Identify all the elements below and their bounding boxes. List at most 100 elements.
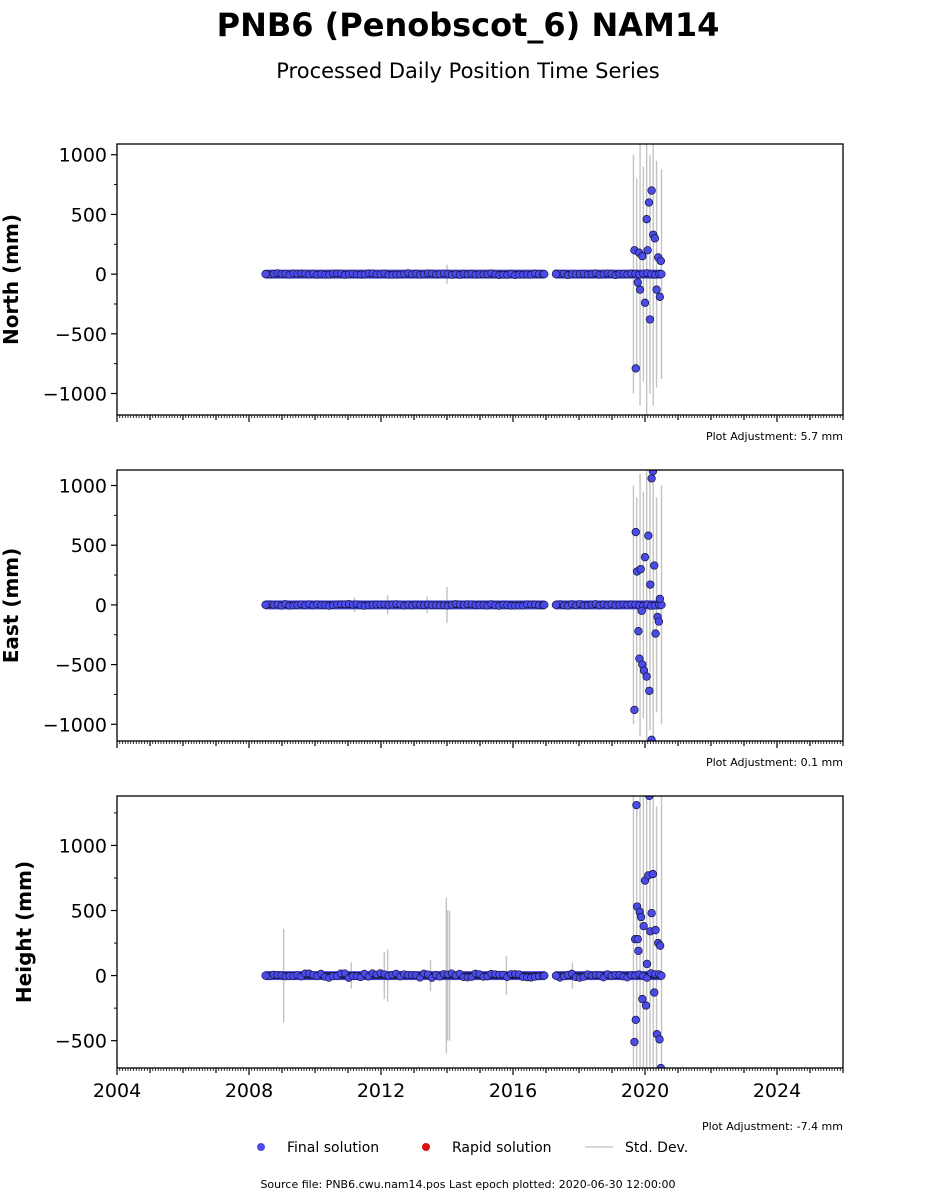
legend: Final solution Rapid solution Std. Dev.: [257, 1140, 688, 1156]
final-solution-point: [646, 580, 655, 589]
y-axis-label: Height (mm): [12, 861, 36, 1003]
final-solution-point: [551, 270, 561, 279]
y-tick-label: −1000: [43, 384, 107, 406]
y-tick-label: 500: [71, 204, 107, 226]
chart-subtitle: Processed Daily Position Time Series: [276, 59, 660, 83]
final-solution-point: [655, 594, 664, 604]
final-solution-point: [634, 946, 643, 956]
y-tick-label: −1000: [43, 714, 107, 736]
y-axis-label: East (mm): [0, 548, 23, 664]
final-solution-point: [551, 971, 561, 980]
final-solution-point: [636, 564, 645, 574]
final-solution-point: [634, 627, 643, 636]
final-solution-point: [647, 735, 656, 741]
final-solution-point: [656, 256, 665, 266]
panel-height: 1000 500 0 −500 Height (mm) Plot Adjustment: …: [12, 795, 844, 1133]
panel-frame: [116, 795, 844, 1069]
y-tick-label: 1000: [59, 145, 107, 167]
final-solution-point: [642, 959, 652, 969]
final-solution-point: [647, 908, 656, 918]
final-solution-point: [650, 561, 659, 570]
final-solution-point: [645, 315, 655, 324]
y-tick-label: 0: [95, 264, 107, 286]
final-solution-point: [261, 600, 270, 610]
final-solution-point: [633, 935, 642, 944]
y-tick-label: 1000: [59, 476, 107, 498]
final-solution-point: [540, 600, 549, 610]
final-solution-point: [655, 1035, 664, 1044]
final-solution-point: [633, 278, 642, 287]
final-solution-point: [651, 629, 660, 638]
plot-area: [261, 470, 666, 741]
final-solution-point: [655, 292, 664, 301]
final-solution-point: [650, 988, 659, 997]
final-solution-point: [632, 800, 641, 810]
x-tick-label: 2016: [489, 1080, 537, 1102]
y-tick-label: 0: [95, 966, 107, 988]
final-solution-point: [651, 925, 660, 935]
x-tick-label: 2024: [753, 1080, 801, 1102]
final-solution-point: [643, 246, 652, 255]
final-solution-point: [261, 270, 270, 279]
final-solution-point: [642, 672, 651, 681]
final-solution-point: [657, 971, 666, 980]
panel-north: 1000 500 0 −500 −1000 North (mm) Plot Adjustme…: [0, 143, 844, 443]
final-solution-point: [631, 364, 640, 373]
final-solution-point: [643, 974, 651, 982]
final-solution-point: [640, 552, 650, 562]
final-solution-point: [657, 270, 666, 279]
final-solution-point: [641, 1001, 651, 1010]
final-solution-point: [340, 969, 349, 977]
final-solution-point: [644, 531, 653, 540]
plot-area: [261, 796, 666, 1068]
y-tick-label: −500: [55, 1031, 107, 1053]
source-footer: Source file: PNB6.cwu.nam14.pos Last epo…: [260, 1178, 675, 1191]
legend-rapid-marker: [422, 1143, 430, 1151]
final-solution-point: [645, 686, 654, 696]
y-tick-label: −500: [55, 324, 107, 346]
chart-title: PNB6 (Penobscot_6) NAM14: [217, 6, 720, 44]
final-solution-point: [647, 474, 656, 483]
y-tick-label: 500: [71, 535, 107, 557]
x-tick-label: 2012: [357, 1080, 405, 1102]
final-solution-point: [640, 298, 650, 307]
final-solution-point: [648, 869, 658, 879]
final-solution-point: [644, 198, 654, 207]
plot-adjustment-label: Plot Adjustment: -7.4 mm: [702, 1120, 843, 1133]
final-solution-point: [648, 470, 658, 476]
final-solution-point: [630, 1037, 639, 1047]
final-solution-point: [642, 215, 651, 224]
final-solution-point: [540, 270, 549, 279]
final-solution-point: [635, 285, 645, 294]
final-solution-point: [638, 252, 647, 261]
legend-final-label: Final solution: [287, 1140, 379, 1156]
x-tick-label: 2020: [621, 1080, 669, 1102]
final-solution-point: [650, 234, 660, 243]
plot-area: [261, 144, 666, 415]
final-solution-point: [654, 617, 664, 626]
final-solution-point: [630, 705, 639, 715]
final-solution-point: [656, 941, 665, 950]
y-axis-label: North (mm): [0, 214, 23, 345]
y-tick-label: 1000: [59, 835, 107, 857]
panel-east: 1000 500 0 −500 −1000 East (mm) Plot Adjustmen…: [0, 469, 844, 769]
final-solution-point: [639, 921, 648, 931]
final-solution-point: [647, 186, 656, 195]
plot-adjustment-label: Plot Adjustment: 0.1 mm: [706, 756, 843, 769]
final-solution-point: [652, 285, 661, 294]
final-solution-point: [551, 600, 561, 610]
final-solution-point: [636, 912, 646, 922]
final-solution-point: [261, 971, 270, 980]
final-solution-point: [540, 971, 549, 980]
y-tick-label: 0: [95, 595, 107, 617]
legend-final-marker: [257, 1143, 265, 1151]
legend-stddev-label: Std. Dev.: [625, 1140, 688, 1156]
legend-rapid-label: Rapid solution: [452, 1140, 552, 1156]
final-solution-point: [637, 606, 646, 616]
panel-frame: [116, 143, 844, 416]
panels-group: 1000 500 0 −500 −1000 North (mm) Plot Adjustme…: [0, 143, 844, 1133]
x-tick-label: 2004: [93, 1080, 141, 1102]
y-tick-label: 500: [71, 901, 107, 923]
final-solution-point: [631, 527, 640, 537]
